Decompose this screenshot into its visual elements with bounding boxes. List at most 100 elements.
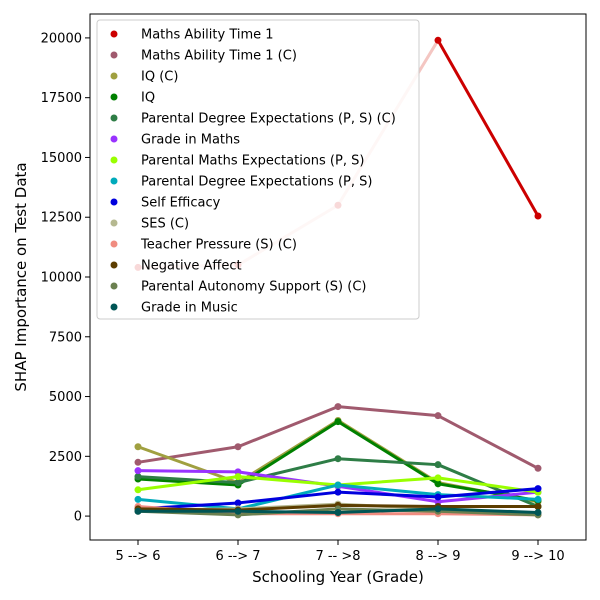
- legend-marker: [110, 135, 118, 143]
- y-tick-label: 5000: [49, 390, 82, 405]
- legend-marker: [110, 114, 118, 122]
- legend-marker: [110, 198, 118, 206]
- series-3: [134, 418, 542, 505]
- legend-marker: [110, 93, 118, 101]
- data-point: [334, 455, 342, 463]
- data-point: [434, 412, 442, 420]
- legend-label: Parental Degree Expectations (P, S): [141, 175, 372, 190]
- data-point: [334, 418, 342, 426]
- data-point: [234, 479, 242, 487]
- x-tick-label: 5 --> 6: [115, 549, 160, 564]
- data-point: [534, 509, 542, 517]
- data-point: [134, 443, 142, 451]
- data-point: [234, 443, 242, 451]
- legend-label: Parental Degree Expectations (P, S) (C): [141, 112, 396, 127]
- legend: Maths Ability Time 1 Maths Ability Time 1…: [96, 19, 420, 320]
- y-axis-title: SHAP Importance on Test Data: [12, 162, 30, 391]
- y-tick-label: 15000: [41, 151, 82, 166]
- y-tick-label: 20000: [41, 31, 82, 46]
- data-point: [334, 509, 342, 517]
- legend-label: Parental Maths Expectations (P, S): [141, 154, 364, 169]
- legend-label: Maths Ability Time 1 (C): [141, 49, 297, 64]
- data-point: [134, 458, 142, 466]
- legend-item: Maths Ability Time 1 (C): [110, 49, 297, 64]
- legend-item: Parental Maths Expectations (P, S): [110, 154, 364, 169]
- data-point: [434, 36, 442, 44]
- series-13: [134, 505, 542, 517]
- y-tick-label: 10000: [41, 271, 82, 286]
- series-line-segment: [436, 38, 540, 218]
- legend-label: Maths Ability Time 1: [141, 28, 274, 43]
- data-point: [234, 507, 242, 515]
- data-point: [534, 464, 542, 472]
- legend-label: Teacher Pressure (S) (C): [140, 238, 297, 253]
- legend-label: Parental Autonomy Support (S) (C): [141, 280, 366, 295]
- data-point: [534, 212, 542, 220]
- y-tick-label: 12500: [41, 211, 82, 226]
- legend-marker: [110, 72, 118, 80]
- data-point: [534, 485, 542, 493]
- data-point: [134, 486, 142, 494]
- legend-item: Grade in Music: [110, 301, 238, 316]
- data-point: [234, 468, 242, 476]
- data-point: [434, 480, 442, 488]
- data-point: [134, 467, 142, 475]
- data-point: [434, 474, 442, 482]
- data-point: [234, 473, 242, 481]
- legend-label: Self Efficacy: [141, 196, 221, 211]
- legend-label: IQ (C): [141, 70, 178, 85]
- legend-item: IQ (C): [110, 70, 178, 85]
- data-point: [434, 505, 442, 513]
- y-axis-ticks: 0 2500 5000 7500 10000 12500 15000 17500 20000: [41, 31, 90, 525]
- legend-marker: [110, 177, 118, 185]
- legend-item: Negative Affect: [110, 259, 242, 274]
- y-tick-label: 17500: [41, 91, 82, 106]
- x-axis-title: Schooling Year (Grade): [252, 568, 424, 586]
- legend-item: Self Efficacy: [110, 196, 221, 211]
- legend-item: SES (C): [110, 217, 189, 232]
- legend-label: Negative Affect: [141, 259, 242, 274]
- legend-item: Grade in Maths: [110, 133, 240, 148]
- y-tick-label: 2500: [49, 450, 82, 465]
- data-point: [334, 481, 342, 489]
- series-1: [134, 403, 542, 472]
- legend-marker: [110, 261, 118, 269]
- data-point: [334, 488, 342, 496]
- legend-item: IQ: [110, 91, 155, 106]
- legend-marker: [110, 240, 118, 248]
- legend-box: [96, 19, 420, 320]
- x-axis-ticks: 5 --> 6 6 --> 7 7 -- >8 8 --> 9 9 --> 10: [115, 540, 565, 564]
- data-point: [334, 403, 342, 411]
- legend-marker: [110, 219, 118, 227]
- data-point: [534, 503, 542, 511]
- data-point: [134, 473, 142, 481]
- y-tick-label: 0: [74, 510, 82, 525]
- data-point: [134, 495, 142, 503]
- x-tick-label: 7 -- >8: [315, 549, 360, 564]
- x-tick-label: 6 --> 7: [215, 549, 260, 564]
- legend-marker: [110, 51, 118, 59]
- legend-label: IQ: [141, 91, 155, 106]
- legend-item: Parental Degree Expectations (P, S) (C): [110, 112, 396, 127]
- legend-marker: [110, 30, 118, 38]
- legend-item: Teacher Pressure (S) (C): [110, 238, 297, 253]
- legend-label: Grade in Maths: [141, 133, 240, 148]
- legend-item: Parental Degree Expectations (P, S): [110, 175, 372, 190]
- legend-label: SES (C): [141, 217, 189, 232]
- legend-label: Grade in Music: [141, 301, 238, 316]
- legend-marker: [110, 303, 118, 311]
- x-tick-label: 9 --> 10: [511, 549, 564, 564]
- legend-item: Parental Autonomy Support (S) (C): [110, 280, 366, 295]
- y-tick-label: 7500: [49, 330, 82, 345]
- data-point: [534, 495, 542, 503]
- series-8: [134, 485, 542, 513]
- data-point: [434, 498, 442, 506]
- legend-marker: [110, 156, 118, 164]
- legend-marker: [110, 282, 118, 290]
- data-point: [134, 507, 142, 515]
- data-point: [234, 499, 242, 507]
- legend-item: Maths Ability Time 1: [110, 28, 274, 43]
- data-point: [434, 493, 442, 501]
- x-tick-label: 8 --> 9: [415, 549, 460, 564]
